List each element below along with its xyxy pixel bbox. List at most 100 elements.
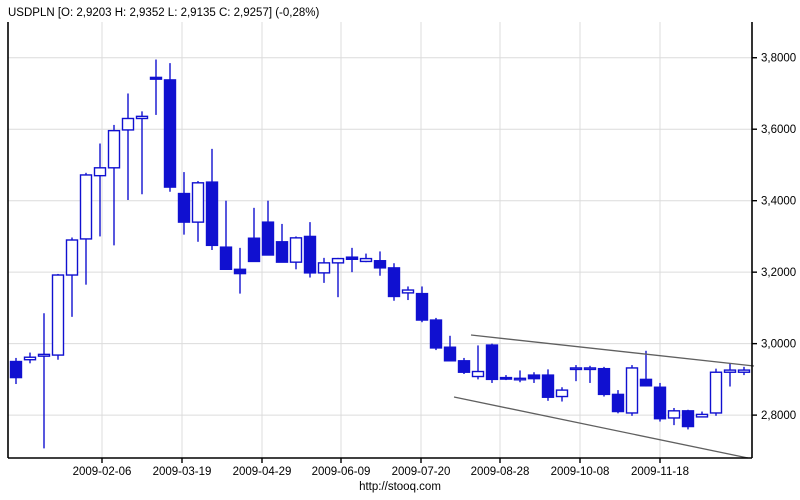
candlestick [471, 345, 485, 380]
candlestick [247, 207, 261, 263]
candle-body-up [555, 389, 569, 398]
candlestick [345, 247, 359, 273]
falling-wedge-lower-trendline [453, 396, 749, 459]
falling-wedge-upper-trendline [470, 334, 755, 367]
candle-body-up [65, 239, 79, 276]
candle-body-up [569, 367, 583, 371]
x-axis-tick-label: 2009-06-09 [312, 466, 371, 478]
candlestick-series [9, 59, 751, 449]
source-link[interactable]: http://stooq.com [359, 481, 441, 493]
candle-body-down [275, 241, 289, 263]
candle-body-up [583, 367, 597, 371]
candle-body-up [191, 182, 205, 223]
candle-body-down [485, 344, 499, 381]
candlestick [9, 357, 23, 385]
y-axis-tick-label: 3,6000 [761, 124, 796, 136]
candle-body-down [527, 374, 541, 380]
candle-body-down [247, 237, 261, 263]
candlestick [65, 237, 79, 317]
candle-body-up [289, 237, 303, 263]
candlestick [541, 369, 555, 401]
x-axis-tick-label: 2009-08-28 [471, 466, 530, 478]
candlestick [289, 236, 303, 270]
candle-body-up [625, 367, 639, 414]
candlestick [135, 111, 149, 195]
candlestick [373, 251, 387, 276]
candlestick [583, 365, 597, 383]
candle-body-up [667, 410, 681, 419]
quote-header: USDPLN [O: 2,9203 H: 2,9352 L: 2,9135 C:… [8, 7, 319, 19]
candle-body-down [373, 260, 387, 269]
candlestick [359, 253, 373, 263]
candle-body-up [331, 257, 345, 264]
candlestick [429, 317, 443, 351]
candle-body-up [695, 413, 709, 418]
plot-frame [7, 22, 753, 459]
candle-body-up [23, 356, 37, 361]
candlestick [723, 363, 737, 387]
y-axis-tick-label: 2,8000 [761, 410, 796, 422]
y-axis-tick-label: 3,2000 [761, 267, 796, 279]
candlestick [415, 286, 429, 323]
candlestick [485, 343, 499, 383]
candle-body-up [317, 262, 331, 274]
candlestick [191, 181, 205, 242]
candle-body-down [387, 267, 401, 298]
candlestick [597, 366, 611, 397]
x-axis-tick-label: 2009-11-18 [631, 466, 689, 478]
candle-body-up [37, 353, 51, 357]
candlestick [527, 372, 541, 383]
candle-body-down [345, 256, 359, 260]
candle-body-down [499, 376, 513, 380]
candlestick [93, 143, 107, 237]
y-axis-tick-label: 3,0000 [761, 339, 796, 351]
candlestick [37, 313, 51, 449]
candle-body-up [401, 289, 415, 294]
candlestick [499, 375, 513, 381]
x-axis-tick-label: 2009-10-08 [551, 466, 610, 478]
candle-body-up [121, 117, 135, 131]
candle-body-down [303, 235, 317, 274]
candlestick [653, 382, 667, 422]
candlestick [23, 352, 37, 364]
candlestick [51, 273, 65, 360]
candle-body-down [653, 386, 667, 420]
candlestick [275, 223, 289, 263]
candle-body-down [429, 319, 443, 349]
candlestick [639, 350, 653, 387]
candlestick [233, 247, 247, 294]
candlestick [121, 93, 135, 200]
candle-body-up [471, 370, 485, 378]
candle-body-up [79, 174, 93, 240]
candlestick [625, 365, 639, 416]
candlestick [317, 257, 331, 283]
candlestick [611, 390, 625, 414]
trendline-annotations [453, 334, 755, 459]
y-axis-labels: 3,8000 3,6000 3,4000 3,2000 3,0000 2,8000 [752, 53, 796, 422]
candlestick [513, 370, 527, 383]
candlestick [737, 366, 751, 376]
candlestick [219, 200, 233, 271]
candle-body-up [51, 274, 65, 356]
candlestick [569, 365, 583, 382]
candle-body-up [723, 369, 737, 373]
candlestick [667, 407, 681, 426]
candlestick [149, 59, 163, 115]
candle-body-up [737, 369, 751, 373]
candlestick [681, 409, 695, 430]
candlestick [709, 368, 723, 416]
candle-body-down [9, 360, 23, 379]
candle-body-down [443, 346, 457, 362]
x-axis-tick-label: 2009-02-06 [73, 466, 132, 478]
candlestick [401, 286, 415, 301]
candlestick [303, 222, 317, 278]
candlestick [331, 257, 345, 298]
candlestick [443, 335, 457, 362]
candle-body-up [107, 129, 121, 169]
x-axis-tick-label: 2009-03-19 [153, 466, 212, 478]
candle-body-down [681, 410, 695, 428]
candlestick [177, 172, 191, 235]
